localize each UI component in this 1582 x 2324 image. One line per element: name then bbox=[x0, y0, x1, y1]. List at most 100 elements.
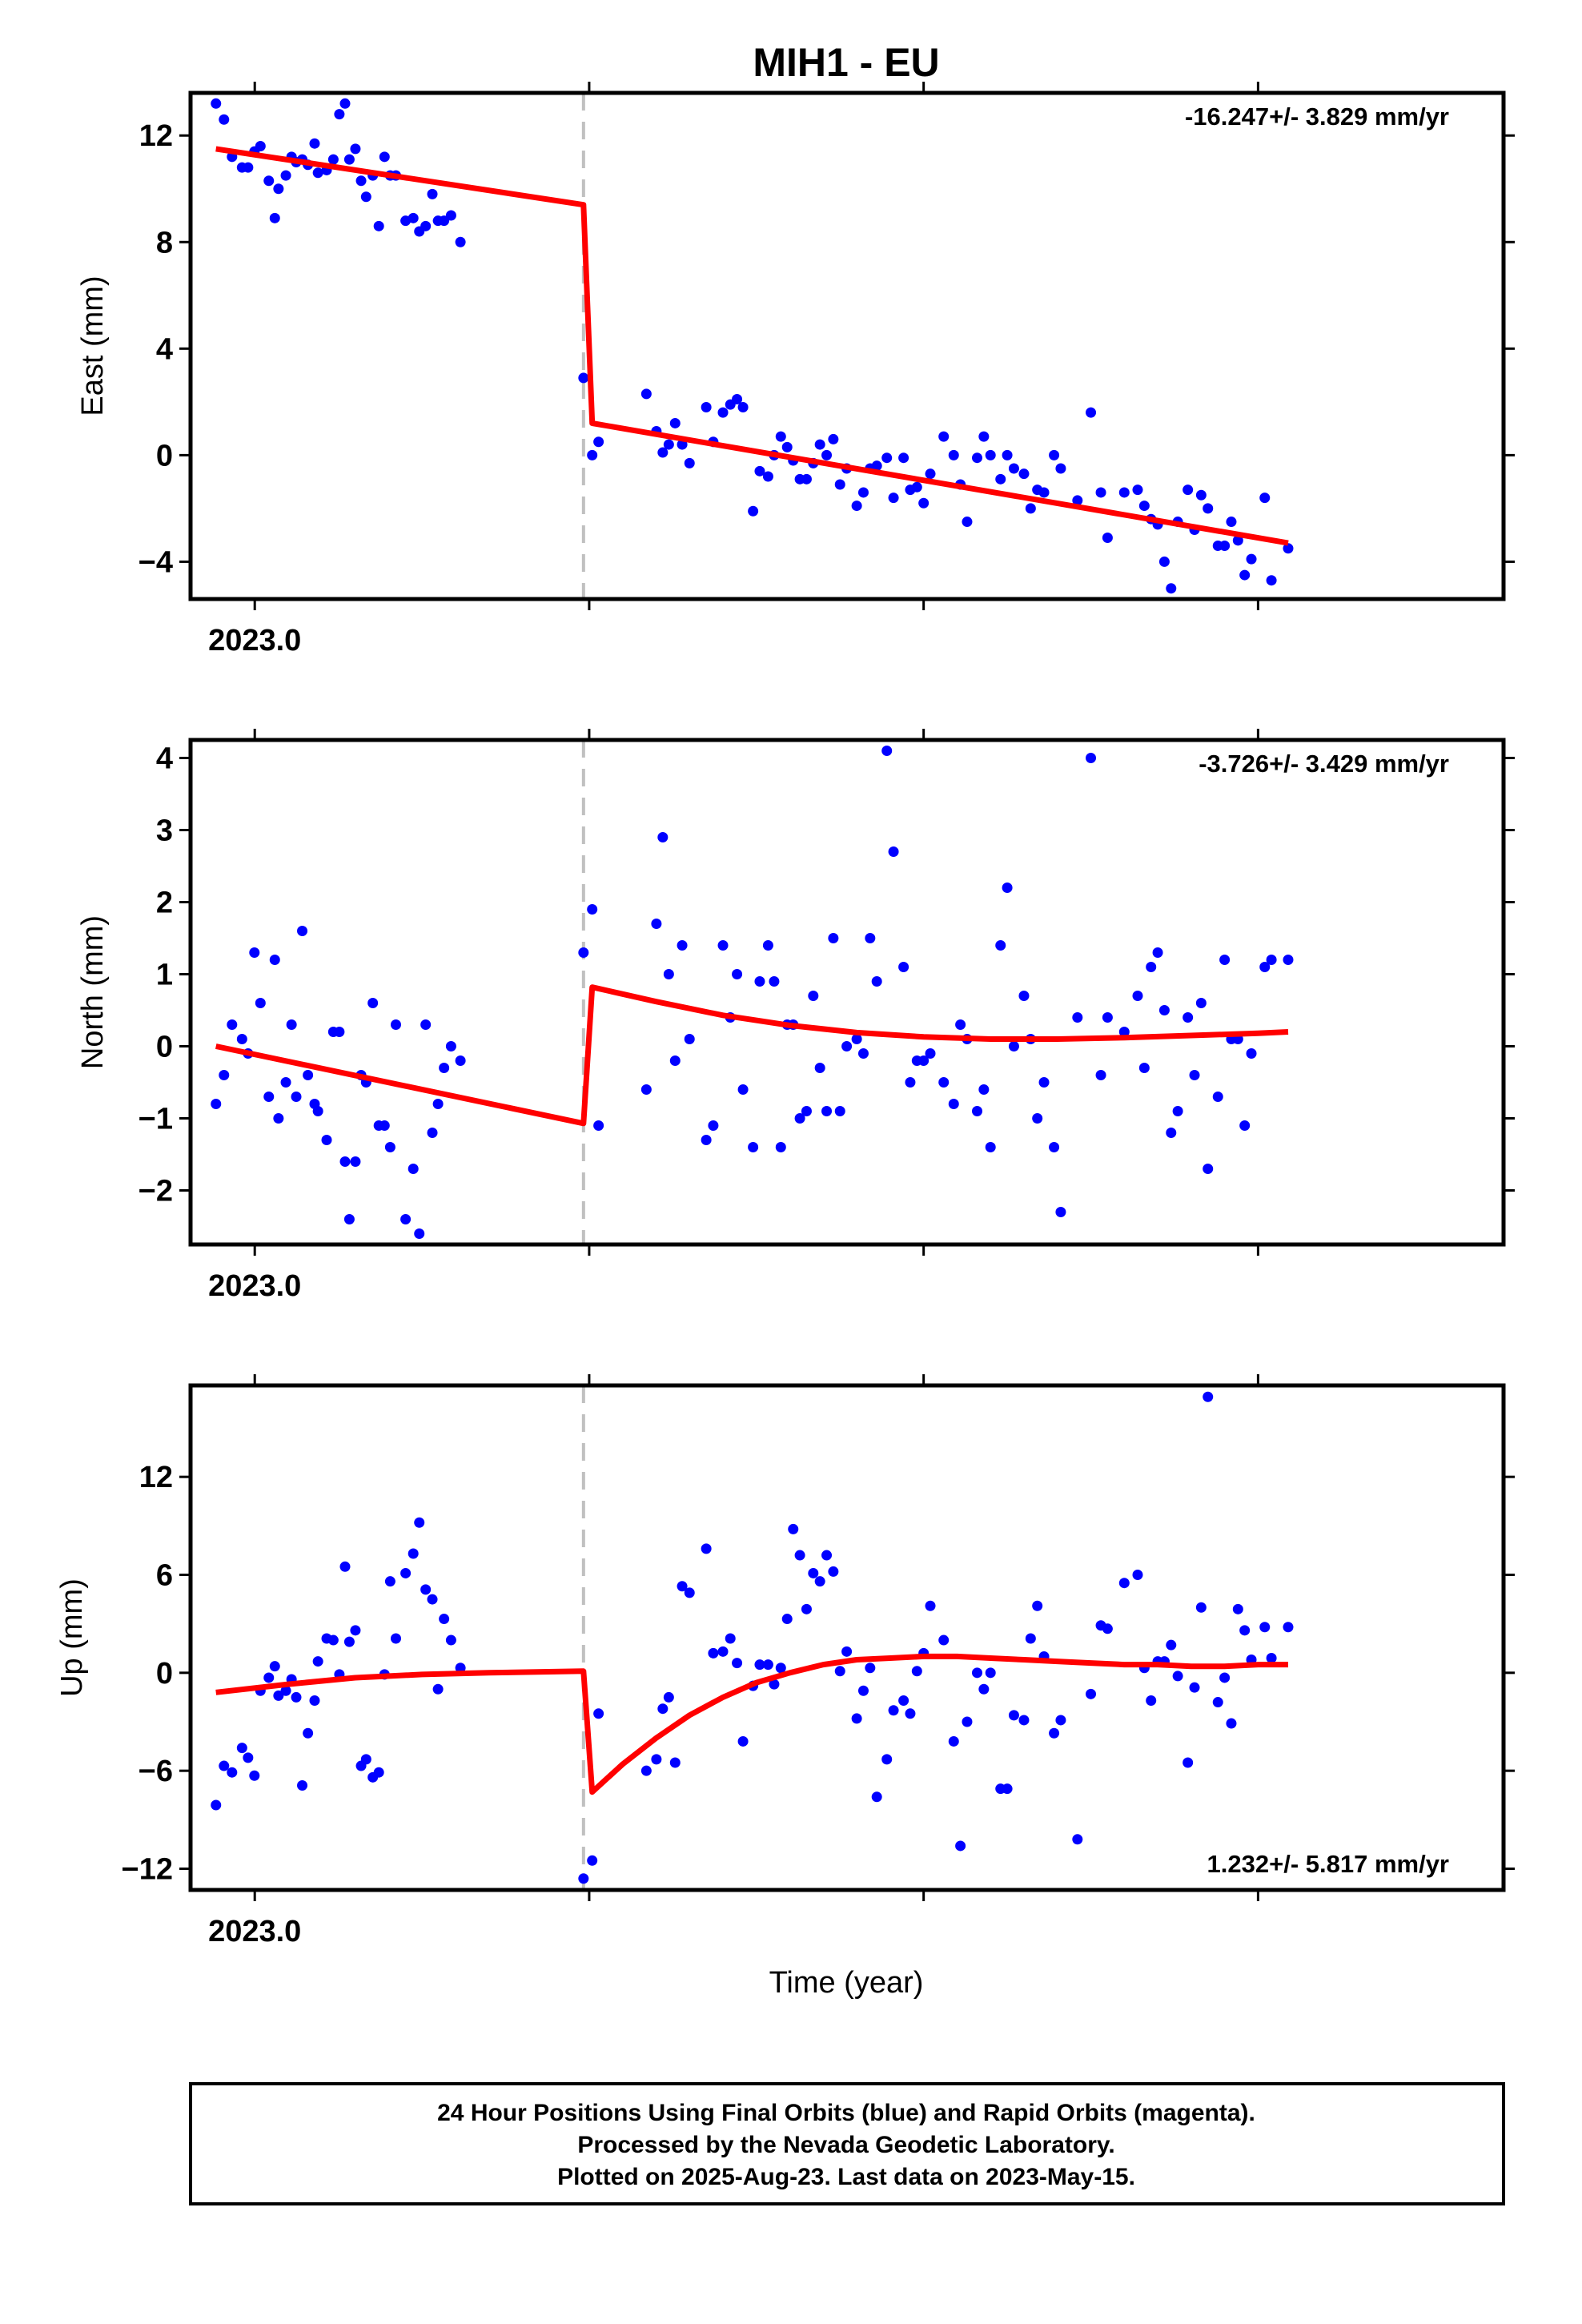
up-data-point bbox=[651, 1754, 662, 1765]
up-data-point bbox=[249, 1770, 260, 1781]
up-data-point bbox=[227, 1767, 238, 1778]
east-data-point bbox=[1203, 503, 1214, 514]
up-ytick-label: 6 bbox=[156, 1559, 173, 1593]
north-data-point bbox=[1072, 1012, 1083, 1023]
north-data-point bbox=[821, 1106, 833, 1116]
east-data-point bbox=[978, 431, 990, 442]
north-data-point bbox=[303, 1070, 314, 1080]
north-data-point bbox=[1195, 998, 1207, 1008]
up-data-point bbox=[1226, 1718, 1237, 1729]
up-data-point bbox=[1232, 1603, 1243, 1614]
up-data-point bbox=[455, 1663, 466, 1674]
east-data-point bbox=[1232, 535, 1243, 546]
up-xtick-label: 2023.0 bbox=[208, 1915, 301, 1948]
up-data-point bbox=[640, 1765, 652, 1776]
north-data-point bbox=[297, 926, 308, 936]
up-data-point bbox=[1172, 1671, 1183, 1682]
north-data-point bbox=[663, 969, 674, 979]
up-data-point bbox=[955, 1840, 966, 1852]
east-data-point bbox=[657, 447, 669, 458]
north-data-point bbox=[1182, 1012, 1194, 1023]
up-data-point bbox=[420, 1584, 432, 1595]
up-data-point bbox=[898, 1695, 909, 1706]
east-data-point bbox=[1226, 517, 1237, 528]
up-data-point bbox=[273, 1690, 284, 1701]
up-data-point bbox=[781, 1614, 793, 1625]
north-data-point bbox=[857, 1048, 869, 1059]
north-data-point bbox=[828, 933, 839, 943]
up-data-point bbox=[303, 1727, 314, 1739]
north-data-point bbox=[1118, 1027, 1130, 1037]
east-data-point bbox=[737, 402, 749, 413]
north-data-point bbox=[273, 1113, 284, 1124]
north-data-point bbox=[321, 1135, 332, 1145]
east-data-point bbox=[985, 449, 996, 460]
up-data-point bbox=[408, 1548, 419, 1559]
east-data-point bbox=[343, 154, 355, 165]
note-line-3: Plotted on 2025-Aug-23. Last data on 202… bbox=[557, 2164, 1135, 2190]
up-data-point bbox=[769, 1679, 780, 1690]
north-data-point bbox=[1219, 955, 1231, 965]
north-data-point bbox=[439, 1063, 450, 1073]
east-data-point bbox=[1266, 575, 1277, 586]
note-box bbox=[189, 2082, 1505, 2205]
east-data-point bbox=[427, 188, 438, 199]
up-data-point bbox=[445, 1634, 456, 1646]
north-ytick-label: −2 bbox=[139, 1175, 173, 1208]
up-data-point bbox=[269, 1661, 280, 1672]
north-data-point bbox=[408, 1164, 419, 1174]
north-data-point bbox=[593, 1120, 604, 1131]
north-data-point bbox=[578, 947, 589, 958]
up-data-point bbox=[384, 1576, 396, 1587]
north-points bbox=[211, 746, 1294, 1239]
up-data-point bbox=[708, 1647, 719, 1659]
up-data-point bbox=[948, 1735, 959, 1747]
north-data-point bbox=[808, 991, 819, 1001]
up-data-point bbox=[888, 1705, 899, 1716]
chart-title: MIH1 - EU bbox=[753, 40, 939, 85]
north-data-point bbox=[390, 1019, 401, 1030]
north-data-point bbox=[871, 976, 882, 987]
up-data-point bbox=[865, 1663, 876, 1674]
up-data-point bbox=[1189, 1682, 1200, 1693]
up-data-point bbox=[938, 1634, 950, 1646]
east-data-point bbox=[1049, 449, 1060, 460]
north-data-point bbox=[737, 1084, 749, 1095]
east-data-point bbox=[814, 439, 825, 450]
east-data-point bbox=[1038, 487, 1050, 498]
north-data-point bbox=[898, 962, 909, 972]
north-data-point bbox=[948, 1099, 959, 1109]
north-data-point bbox=[814, 1063, 825, 1073]
up-data-point bbox=[657, 1703, 669, 1715]
north-data-point bbox=[1138, 1063, 1150, 1073]
north-data-point bbox=[255, 998, 266, 1008]
up-data-point bbox=[1195, 1602, 1207, 1613]
up-data-point bbox=[684, 1587, 695, 1598]
north-data-point bbox=[249, 947, 260, 958]
up-data-point bbox=[593, 1708, 604, 1719]
north-data-point bbox=[1049, 1142, 1060, 1152]
east-data-point bbox=[834, 479, 845, 490]
up-data-point bbox=[725, 1633, 736, 1644]
north-data-point bbox=[769, 976, 780, 987]
east-ytick-label: 8 bbox=[156, 226, 173, 259]
north-data-point bbox=[748, 1142, 759, 1152]
north-panel: −2 −1 0 1 2 3 4 2023.0 North (mm) -3.726+/- 3.429… bbox=[76, 729, 1515, 1303]
up-ytick-label: −12 bbox=[122, 1852, 173, 1886]
north-data-point bbox=[455, 1055, 466, 1066]
north-data-point bbox=[851, 1034, 862, 1044]
up-data-point bbox=[263, 1672, 275, 1683]
north-data-point bbox=[888, 846, 899, 857]
east-data-point bbox=[828, 433, 839, 444]
east-data-point bbox=[1132, 485, 1143, 496]
up-data-point bbox=[291, 1691, 302, 1703]
north-data-point bbox=[343, 1214, 355, 1224]
up-data-point bbox=[390, 1633, 401, 1644]
east-data-point bbox=[1086, 407, 1097, 418]
east-data-point bbox=[1102, 532, 1113, 543]
up-data-point bbox=[1259, 1622, 1271, 1633]
up-data-point bbox=[808, 1567, 819, 1578]
north-data-point bbox=[269, 955, 280, 965]
north-axis-label: North (mm) bbox=[76, 915, 110, 1069]
